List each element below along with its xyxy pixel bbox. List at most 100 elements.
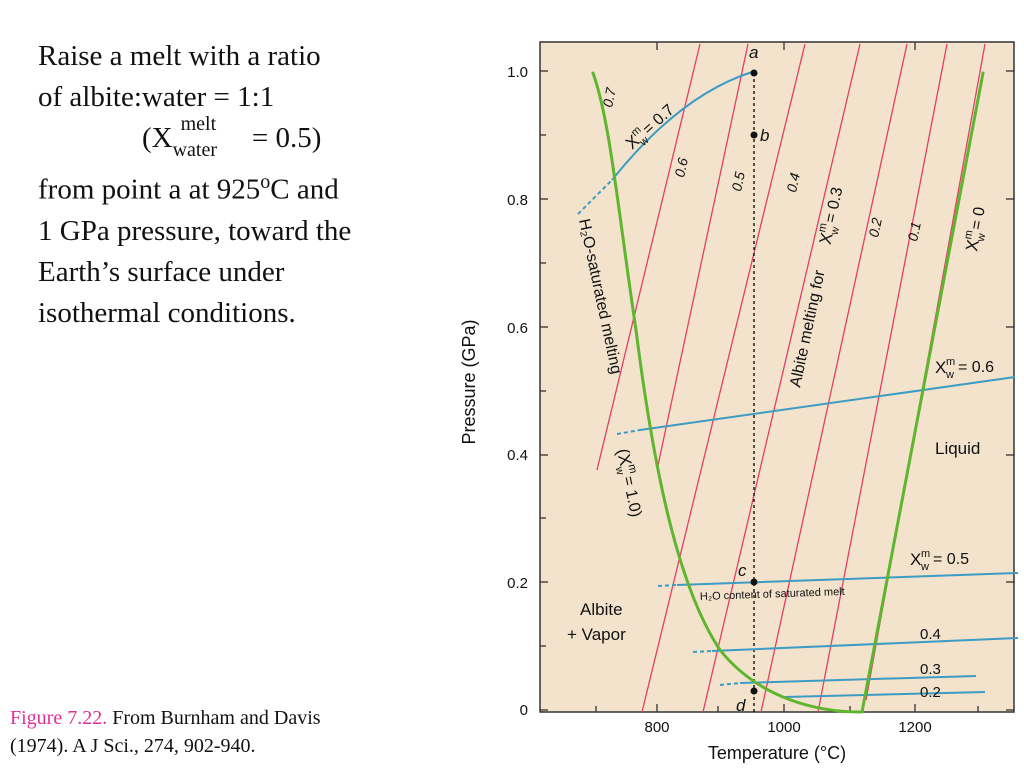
y-tick-label: 0.6 [507, 320, 528, 337]
xmelt-sup: melt [180, 113, 217, 136]
x-tick-label: 1200 [898, 719, 931, 736]
temp-unit-text: C and [270, 174, 339, 206]
isopleth-line [641, 43, 806, 713]
xw-05-value: = 0.5 [933, 551, 969, 568]
blue-lines [577, 71, 1019, 698]
y-axis-label: Pressure (GPa) [459, 319, 479, 444]
isobar-labels: 0.4 0.3 0.2 [920, 626, 941, 701]
isopleth-line [817, 43, 948, 713]
text-line-6: Earth’s surface under [38, 256, 285, 288]
point-c-label: c [738, 561, 747, 580]
dry-melting-curve [860, 71, 985, 714]
w-subscript: w [829, 226, 843, 237]
caption-source: From Burnham and Davis [107, 707, 321, 729]
xw-05-extension [657, 584, 678, 587]
xw-0-label: X m w = 0 [962, 206, 989, 253]
text-line-7: isothermal conditions. [38, 297, 296, 329]
point-b-label: b [760, 126, 769, 145]
isopleth-line [760, 43, 908, 713]
phase-diagram: 0 0.2 0.4 0.6 0.8 1.0 800 1000 1200 Temp… [459, 41, 1019, 763]
isobar-03-extension [719, 682, 741, 686]
w-subscript: w [945, 369, 954, 381]
green-curves [591, 71, 985, 714]
m-superscript: m [921, 548, 930, 560]
figure-number: Figure 7.22. [10, 707, 108, 729]
isopleth-label: 0.7 [599, 85, 619, 109]
isopleth-label: 0.2 [865, 216, 885, 239]
h2o-saturated-curve [591, 71, 862, 714]
isobar-label: 0.4 [920, 626, 941, 643]
x-symbol: X [816, 231, 837, 246]
x-symbol: X [935, 358, 946, 377]
text-line-5: 1 GPa pressure, toward the [38, 215, 352, 247]
y-tick-label: 0.4 [507, 447, 528, 464]
xmelt-scripts: melt water [172, 114, 245, 162]
path-points [750, 69, 758, 695]
xmelt-open: (X [142, 122, 173, 154]
region-labels: Liquid Albite + Vapor [567, 439, 980, 644]
x-axis-label: Temperature (°C) [708, 743, 846, 763]
isobar-04-extension [692, 650, 713, 653]
isopleth-line [596, 43, 701, 471]
xw-0-value: = 0 [968, 206, 989, 231]
x-symbol: X [910, 550, 921, 569]
point-c-dot [750, 578, 758, 586]
xw-1-label: (X m w = 1.0) [613, 447, 645, 519]
x-symbol: X [962, 238, 983, 252]
figure-caption: Figure 7.22. From Burnham and Davis (197… [10, 704, 321, 760]
xmelt-sub: water [172, 139, 218, 162]
isopleth-labels: 0.7 0.6 0.5 0.4 0.2 0.1 [599, 85, 924, 243]
isobar-04-line [711, 637, 1019, 652]
isopleth-label: 0.1 [904, 220, 924, 242]
xw-07-extension [577, 179, 613, 215]
y-tick-label: 0.2 [507, 575, 528, 592]
x-ticks [595, 42, 979, 712]
y-tick-label: 1.0 [507, 64, 528, 81]
degree-sup: o [260, 171, 271, 194]
xw-07-curve [611, 71, 753, 181]
m-superscript: m [816, 222, 830, 233]
point-d-label: d [736, 696, 746, 715]
xw-05-line [676, 572, 1019, 586]
isobar-02-line [784, 691, 986, 698]
m-superscript: m [625, 463, 639, 474]
isobar-03-line [739, 675, 977, 684]
caption-line-2: (1974). A J Sci., 274, 902-940. [10, 735, 256, 757]
isobar-label: 0.3 [920, 661, 941, 678]
point-a-dot [750, 69, 758, 77]
isopleth-line [656, 43, 749, 471]
text-line-2: of albite:water = 1:1 [38, 81, 275, 113]
w-subscript: w [920, 561, 929, 573]
xw-06-extension [616, 429, 641, 435]
point-labels: a b c d [736, 43, 769, 715]
slide-text: Raise a melt with a ratio of albite:wate… [38, 36, 438, 334]
y-tick-labels: 0 0.2 0.4 0.6 0.8 1.0 [507, 64, 528, 719]
point-a-label: a [749, 43, 758, 62]
text-line-3: (X melt water = 0.5) [38, 114, 438, 162]
vapor-label: + Vapor [567, 625, 626, 644]
m-superscript: m [962, 229, 975, 240]
isopleth-line [702, 43, 861, 713]
xw-06-label: X m w = 0.6 [935, 356, 994, 381]
x-tick-labels: 800 1000 1200 [644, 719, 931, 736]
x-tick-label: 1000 [767, 719, 800, 736]
h2o-content-label: H₂O content of saturated melt [700, 586, 845, 603]
albite-label: Albite [580, 600, 623, 619]
m-superscript: m [946, 356, 955, 368]
isobar-label: 0.2 [920, 684, 941, 701]
y-tick-label: 0 [520, 702, 528, 719]
w-subscript: w [613, 465, 627, 476]
text-line-1: Raise a melt with a ratio [38, 40, 321, 72]
xw-1-open: (X [613, 447, 635, 468]
caption-line-1: Figure 7.22. From Burnham and Davis [10, 704, 321, 732]
isopleth-label: 0.4 [783, 171, 803, 194]
xw-06-line [639, 376, 1016, 431]
xw-05-label: X m w = 0.5 [910, 548, 969, 573]
temp-text: from point a at 925 [38, 174, 261, 206]
y-tick-label: 0.8 [507, 192, 528, 209]
y-ticks [540, 70, 1014, 711]
xw-06-value: = 0.6 [958, 359, 994, 376]
w-subscript: w [975, 233, 988, 244]
xmelt-close: = 0.5) [244, 122, 322, 154]
point-b-dot [750, 131, 758, 139]
